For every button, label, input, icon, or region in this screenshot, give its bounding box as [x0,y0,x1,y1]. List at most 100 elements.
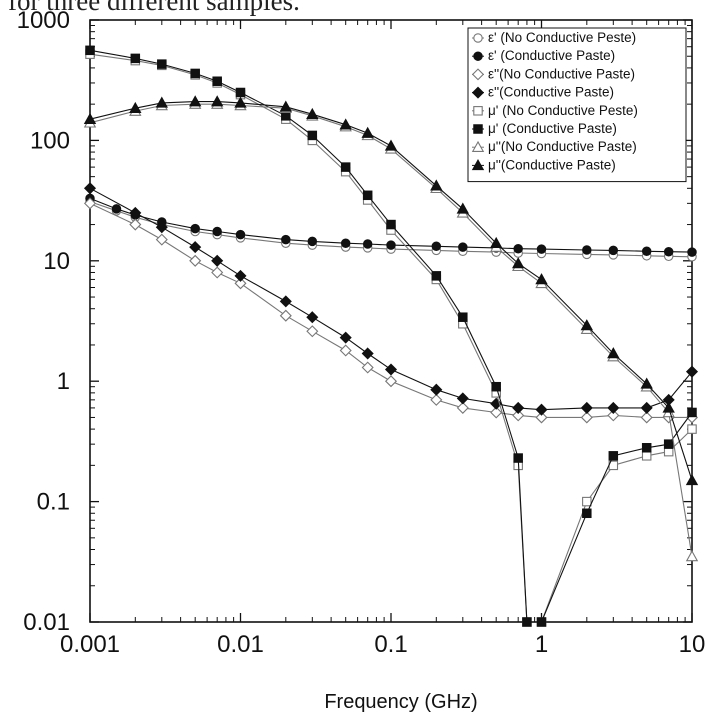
data-point [340,238,351,248]
data-point [307,236,318,247]
data-point [155,233,168,246]
data-point [512,401,525,414]
data-point [490,406,503,419]
data-point [490,236,503,248]
data-point [384,375,398,388]
data-point [663,246,674,257]
data-point [211,254,224,267]
data-point [339,331,352,344]
legend-item: μ' (Conductive Paste) [472,121,617,136]
data-point [473,124,483,134]
data-point [361,126,374,138]
data-point [362,190,373,201]
data-point [491,381,501,392]
data-point [384,363,398,376]
data-point [430,179,443,191]
data-point [190,68,200,79]
data-point [279,295,292,308]
data-point [83,112,97,124]
legend-label: μ' (Conductive Paste) [488,121,617,136]
data-point [307,130,318,141]
data-point [580,401,593,414]
data-point [306,325,319,338]
data-point [663,439,674,449]
series-3 [83,197,699,424]
data-point [685,550,699,562]
data-point [129,206,142,219]
data-point [473,51,483,61]
data-point [362,239,373,249]
y-tick-label: 0.01 [23,609,70,636]
data-point [641,246,652,257]
legend-item: μ''(Conductive Paste) [471,157,616,172]
data-point [471,86,485,99]
legend-label: μ''(Conductive Paste) [488,157,616,172]
data-point [157,59,167,69]
data-point [473,106,483,116]
data-point [456,392,469,405]
data-point [535,411,548,424]
series-8 [83,95,699,486]
data-point [235,87,246,98]
data-point [430,383,443,396]
data-point [306,107,319,119]
data-point [190,223,200,234]
legend-item: μ''(No Conductive Paste) [471,139,637,154]
data-point [582,508,592,519]
data-point [473,33,483,43]
data-point [536,617,547,627]
data-point [687,407,697,418]
data-point [234,277,247,290]
data-point [687,247,697,257]
data-point [641,451,652,461]
data-point [662,401,675,413]
data-point [582,496,592,507]
series-4 [83,182,699,416]
y-tick-label: 10 [43,248,70,275]
data-point [608,451,619,461]
legend-box [467,27,687,183]
data-point [580,411,593,424]
y-tick-label: 0.1 [37,489,70,516]
data-point [607,409,620,422]
series-6 [85,45,697,627]
data-point [685,474,699,486]
data-point [535,403,548,416]
data-point [212,76,222,86]
data-point [522,617,532,627]
data-point [640,401,653,414]
data-point [129,218,142,231]
series-line [89,197,693,253]
data-point [456,202,469,214]
data-point [513,453,523,463]
data-point [155,96,168,108]
data-point [130,53,141,64]
data-point [279,100,292,112]
data-point [641,443,652,453]
data-point [512,409,525,422]
data-point [189,254,202,267]
data-point [430,393,443,406]
data-point [339,118,352,130]
data-point [607,347,620,359]
data-point [685,365,699,378]
data-point [640,377,653,389]
figure-caption: for three different samples. [8,0,300,16]
legend-item: μ' (No Conductive Peste) [472,103,638,118]
y-tick-label: 1 [57,368,70,395]
data-point [471,159,485,171]
legend-item: ε' (Conductive Paste) [472,48,615,63]
y-tick-label: 100 [30,127,70,154]
data-point [234,96,247,108]
series-line [89,201,693,258]
data-point [458,242,468,252]
legend-label: μ''(No Conductive Paste) [488,139,637,154]
data-point [471,140,485,152]
data-point [361,347,374,360]
data-point [471,68,485,81]
data-point [361,361,374,374]
y-tick-label: 1000 [17,7,70,34]
data-point [279,309,292,322]
x-tick-label: 0.1 [374,631,407,658]
